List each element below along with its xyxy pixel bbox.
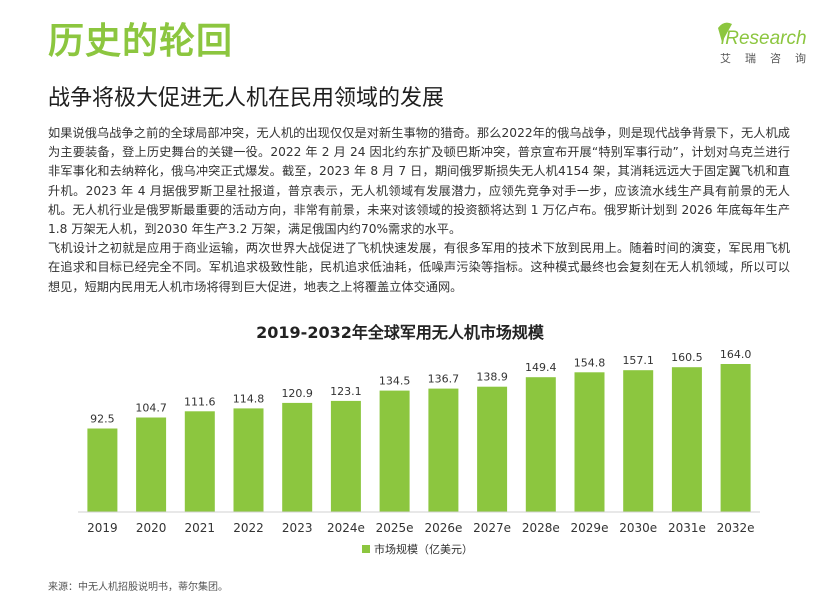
chart-legend: 市场规模（亿美元）	[362, 542, 473, 556]
legend-swatch	[362, 545, 370, 553]
data-label: 120.9	[281, 387, 313, 400]
source-note: 来源：中无人机招股说明书，蒂尔集团。	[48, 582, 228, 593]
x-tick-label: 2020	[136, 521, 167, 535]
x-tick-label: 2027e	[473, 521, 511, 535]
bar	[136, 417, 167, 512]
iresearch-logo: iResearch	[718, 20, 810, 68]
x-tick-label: 2024e	[327, 521, 365, 535]
data-label: 123.1	[330, 385, 362, 398]
x-tick-label: 2032e	[717, 521, 755, 535]
data-label: 134.5	[379, 375, 411, 388]
x-tick-label: 2030e	[619, 521, 657, 535]
bar	[282, 402, 313, 512]
data-label: 111.6	[184, 395, 216, 408]
bar	[184, 411, 215, 512]
x-tick-label: 2023	[282, 521, 313, 535]
data-label: 104.7	[135, 402, 167, 415]
x-tick-label: 2021	[185, 521, 216, 535]
body-paragraph: 飞机设计之初就是应用于商业运输，两次世界大战促进了飞机快速发展，有很多军用的技术…	[48, 241, 790, 294]
chart-title: 2019-2032年全球军用无人机市场规模	[256, 323, 545, 342]
page-title: 历史的轮回	[48, 21, 234, 62]
data-label: 138.9	[476, 371, 508, 384]
data-label: 114.8	[233, 392, 265, 405]
logo-wordmark: iResearch	[721, 28, 807, 49]
bar	[720, 364, 751, 512]
x-tick-label: 2026e	[424, 521, 462, 535]
x-tick-label: 2028e	[522, 521, 560, 535]
x-tick-label: 2029e	[571, 521, 609, 535]
bar	[574, 372, 605, 512]
x-tick-label: 2022	[233, 521, 264, 535]
body-paragraph: 如果说俄乌战争之前的全球局部冲突，无人机的出现仅仅是对新生事物的猎奇。那么202…	[48, 126, 790, 237]
bar	[87, 428, 118, 512]
bar	[525, 377, 556, 512]
logo-subtext: 艾瑞咨询	[720, 52, 820, 65]
bar	[623, 370, 654, 512]
body-text: 如果说俄乌战争之前的全球局部冲突，无人机的出现仅仅是对新生事物的猎奇。那么202…	[48, 124, 790, 297]
bar	[428, 388, 459, 512]
data-label: 149.4	[525, 361, 557, 374]
bar-group: 92.5 2019 104.7 2020 111.6 2021 114.8 2022 120.9…	[87, 348, 754, 535]
bar	[233, 408, 264, 512]
bar	[379, 390, 410, 512]
data-label: 92.5	[90, 413, 115, 426]
data-label: 157.1	[622, 354, 654, 367]
data-label: 160.5	[671, 351, 703, 364]
x-tick-label: 2025e	[376, 521, 414, 535]
x-tick-label: 2019	[87, 521, 118, 535]
page-subtitle: 战争将极大促进无人机在民用领域的发展	[48, 86, 445, 111]
data-label: 136.7	[428, 373, 460, 386]
bar	[330, 400, 361, 512]
data-label: 164.0	[720, 348, 752, 361]
bar	[477, 386, 508, 512]
bar	[671, 367, 702, 512]
x-tick-label: 2031e	[668, 521, 706, 535]
data-label: 154.8	[574, 356, 606, 369]
legend-label: 市场规模（亿美元）	[374, 542, 473, 556]
